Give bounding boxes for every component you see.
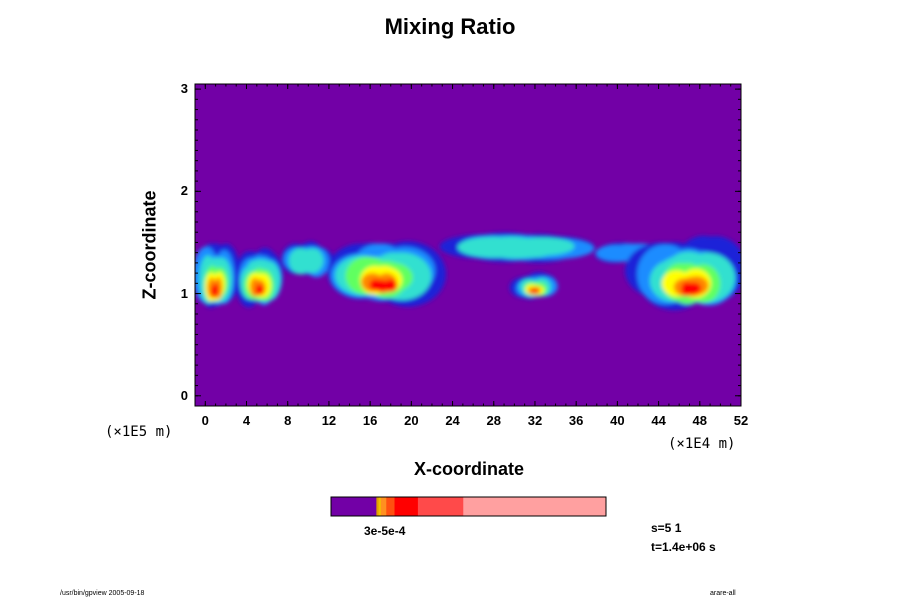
colorbar-segment [378, 497, 382, 516]
x-tick-label: 28 [486, 413, 501, 428]
footer-right: arare-all [710, 590, 736, 597]
y-tick-label: 0 [180, 387, 188, 403]
axis-ticks [194, 84, 742, 406]
cloud-field [195, 232, 741, 311]
colorbar-segment [331, 497, 377, 516]
colorbar-frame [330, 496, 607, 517]
cloud-3 [327, 241, 446, 307]
cloud-2 [281, 241, 334, 278]
cloud-1 [235, 248, 283, 308]
cloud-blob [383, 279, 398, 292]
plot-frame [194, 83, 742, 407]
y-axis-label: Z-coordinate [139, 190, 160, 300]
x-tick-label: 32 [527, 413, 543, 428]
y-tick-label: 3 [180, 81, 188, 97]
footer-left: /usr/bin/gpview 2005-09-18 [60, 590, 145, 597]
x-tick-label: 4 [242, 413, 251, 428]
time-info: t=1.4e+06 s [651, 540, 716, 554]
colorbar-segment [386, 497, 396, 516]
colorbar-label: 3e-5e-4 [364, 524, 406, 538]
x-tick-label: 36 [568, 413, 584, 428]
cloud-0 [195, 243, 240, 308]
chart-title: Mixing Ratio [384, 14, 516, 39]
x-tick-label: 8 [284, 413, 292, 428]
colorbar-segment [376, 497, 380, 516]
cloud-blob [509, 237, 575, 256]
x-axis-label: X-coordinate [413, 459, 524, 479]
x-tick-label: 0 [201, 413, 209, 428]
y-tick-label: 2 [180, 183, 188, 199]
cloud-blob [687, 282, 702, 295]
x-tick-label: 20 [404, 413, 419, 428]
cloud-blob [212, 283, 219, 296]
y-tick-label: 1 [180, 285, 188, 301]
cloud-4 [439, 232, 595, 263]
cloud-blob [303, 248, 324, 273]
cloud-blob [257, 285, 264, 296]
cloud-7 [625, 235, 741, 311]
x-tick-label: 40 [610, 413, 625, 428]
x-tick-label: 16 [362, 413, 378, 428]
colorbar [330, 496, 607, 517]
x-axis-unit: (×1E4 m) [668, 436, 736, 452]
colorbar-segment [417, 497, 464, 516]
colorbar-segment [380, 497, 387, 516]
x-tick-label: 52 [733, 413, 749, 428]
x-tick-label: 24 [445, 413, 460, 428]
colorbar-segment [394, 497, 419, 516]
cloud-blob [533, 289, 539, 294]
x-tick-label: 44 [651, 413, 666, 428]
x-tick-label: 12 [321, 413, 337, 428]
cloud-5 [509, 271, 558, 300]
y-axis-unit: (×1E5 m) [105, 424, 173, 440]
x-tick-label: 48 [692, 413, 708, 428]
colorbar-segment [463, 497, 607, 516]
step-info: s=5 1 [651, 521, 682, 535]
